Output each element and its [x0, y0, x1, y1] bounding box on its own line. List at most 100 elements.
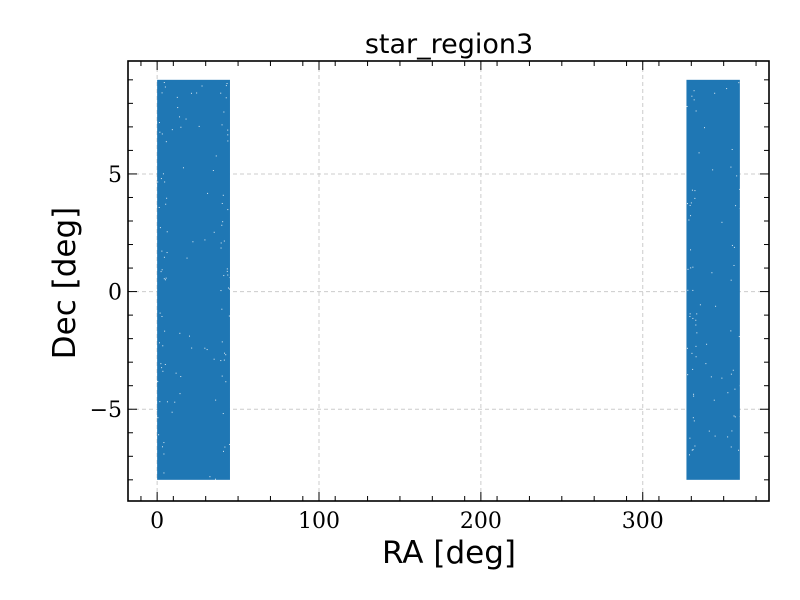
scatter-gap: [163, 82, 165, 84]
scatter-gap: [221, 202, 223, 204]
scatter-gap: [691, 352, 693, 354]
scatter-gap: [158, 206, 160, 208]
scatter-gap: [201, 85, 203, 87]
scatter-gap: [166, 197, 168, 199]
scatter-gap: [215, 155, 217, 157]
scatter-gap: [727, 392, 729, 394]
scatter-gap: [229, 443, 231, 445]
scatter-gap: [714, 92, 716, 94]
scatter-gap: [159, 131, 161, 133]
scatter-gap: [162, 173, 164, 175]
scatter-gap: [687, 289, 689, 291]
scatter-gap: [227, 287, 229, 289]
scatter-gap: [222, 194, 224, 196]
scatter-gap: [715, 305, 717, 307]
scatter-gap: [179, 332, 181, 334]
scatter-gap: [163, 472, 165, 474]
scatter-gap: [158, 122, 160, 124]
scatter-gap: [732, 369, 734, 371]
scatter-gap: [171, 411, 173, 413]
scatter-gap: [733, 246, 735, 248]
scatter-gap: [228, 315, 230, 317]
scatter-gap: [711, 272, 713, 274]
scatter-gap: [213, 358, 215, 360]
scatter-gap: [163, 256, 165, 258]
scatter-gap: [191, 347, 193, 349]
scatter-gap: [214, 478, 216, 480]
scatter-gap: [207, 192, 209, 194]
scatter-gap: [159, 401, 161, 403]
scatter-gap: [209, 476, 211, 478]
scatter-gap: [227, 209, 229, 211]
scatter-gap: [162, 370, 164, 372]
scatter-gap: [166, 252, 168, 254]
x-tick-label: 200: [460, 509, 502, 534]
scatter-gap: [176, 96, 178, 98]
scatter-gap: [161, 250, 163, 252]
scatter-gap: [166, 401, 168, 403]
tick-layer: 0 100 200 300 −5 0 5: [90, 61, 769, 534]
scatter-gap: [180, 376, 182, 378]
scatter-gap: [739, 385, 741, 387]
scatter-gap: [158, 434, 160, 436]
scatter-series-1: [157, 79, 231, 480]
scatter-gap: [693, 420, 695, 422]
scatter-gap: [213, 231, 215, 233]
scatter-gap: [161, 92, 163, 94]
scatter-gap: [730, 330, 732, 332]
scatter-gap: [222, 450, 224, 452]
scatter-gap: [730, 279, 732, 281]
scatter-gap: [690, 215, 692, 217]
scatter-gap: [687, 268, 689, 270]
scatter-gap: [226, 270, 228, 272]
scatter-gap: [687, 374, 689, 376]
scatter-gap: [188, 335, 190, 337]
scatter-gap: [730, 446, 732, 448]
scatter-gap: [163, 442, 165, 444]
scatter-gap: [730, 166, 732, 168]
scatter-gap: [177, 107, 179, 109]
scatter-gap: [204, 347, 206, 349]
scatter-gap: [179, 393, 181, 395]
scatter-gap: [161, 446, 163, 448]
scatter-gap: [161, 316, 163, 318]
scatter-gap: [721, 221, 723, 223]
scatter-gap: [691, 189, 693, 191]
scatter-gap: [694, 445, 696, 447]
scatter-gap: [696, 332, 698, 334]
scatter-gap: [733, 415, 735, 417]
chart-title: star_region3: [365, 29, 533, 60]
scatter-gap: [192, 241, 194, 243]
scatter-gap: [224, 352, 226, 354]
scatter-gap: [164, 330, 166, 332]
scatter-gap: [689, 454, 691, 456]
scatter-gap: [693, 90, 695, 92]
scatter-gap: [223, 275, 225, 277]
scatter-gap: [738, 336, 740, 338]
scatter-gap: [695, 324, 697, 326]
scatter-gap: [693, 393, 695, 395]
scatter-gap: [161, 367, 163, 369]
scatter-gap: [196, 92, 198, 94]
scatter-gap: [221, 341, 223, 343]
scatter-gap: [693, 99, 695, 101]
scatter-gap: [696, 313, 698, 315]
scatter-gap: [220, 360, 222, 362]
scatter-gap: [157, 381, 159, 383]
scatter-gap: [174, 401, 176, 403]
scatter-gap: [229, 288, 231, 290]
scatter-gap: [727, 436, 729, 438]
scatter-gap: [694, 197, 696, 199]
scatter-gap: [734, 388, 736, 390]
scatter-gap: [190, 92, 192, 94]
scatter-gap: [227, 129, 229, 131]
scatter-gap: [212, 170, 214, 172]
scatter-gap: [171, 129, 173, 131]
scatter-gap: [721, 377, 723, 379]
y-tick-label: −5: [90, 398, 122, 423]
scatter-gap: [220, 92, 222, 94]
scatter-gap: [692, 317, 694, 319]
scatter-gap: [161, 133, 163, 135]
scatter-gap: [165, 141, 167, 143]
